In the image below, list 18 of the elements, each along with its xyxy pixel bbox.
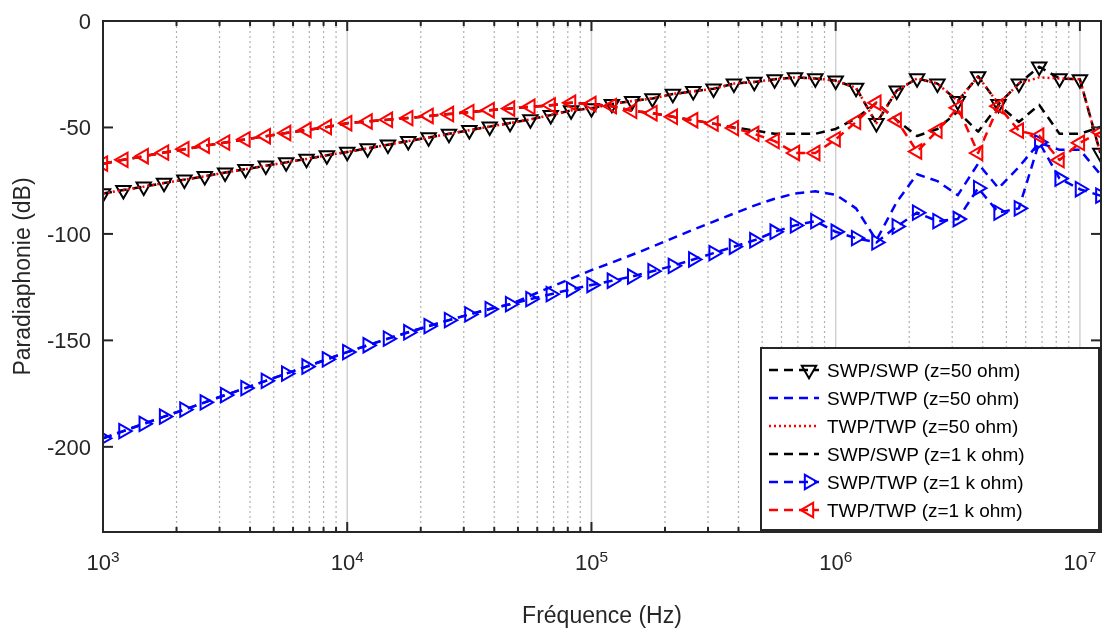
x-tick-label: 10$^{5}$ — [574, 547, 608, 575]
x-tick-label: 10$^{6}$ — [819, 547, 853, 575]
x-tick-label: 10$^{4}$ — [330, 547, 365, 575]
y-tick-label: -150 — [46, 328, 91, 354]
legend-label: TWP/TWP (z=1 k ohm) — [827, 500, 1023, 521]
x-tick-label: 10$^{3}$ — [86, 547, 120, 575]
y-tick-label: -200 — [46, 434, 91, 460]
legend-label: SWP/SWP (z=50 ohm) — [827, 360, 1021, 381]
legend-label: TWP/TWP (z=50 ohm) — [827, 416, 1019, 437]
legend-label: SWP/TWP (z=50 ohm) — [827, 388, 1020, 409]
y-tick-label: -100 — [46, 221, 91, 247]
y-tick-label: 0 — [78, 9, 91, 34]
legend-label: SWP/TWP (z=1 k ohm) — [827, 472, 1024, 493]
y-axis-title: Paradiaphonie (dB) — [9, 177, 35, 376]
x-axis-title: Fréquence (Hz) — [522, 602, 682, 628]
y-tick-label: -50 — [59, 115, 91, 141]
legend-label: SWP/SWP (z=1 k ohm) — [827, 444, 1025, 465]
x-tick-label: 10$^{7}$ — [1063, 547, 1097, 575]
